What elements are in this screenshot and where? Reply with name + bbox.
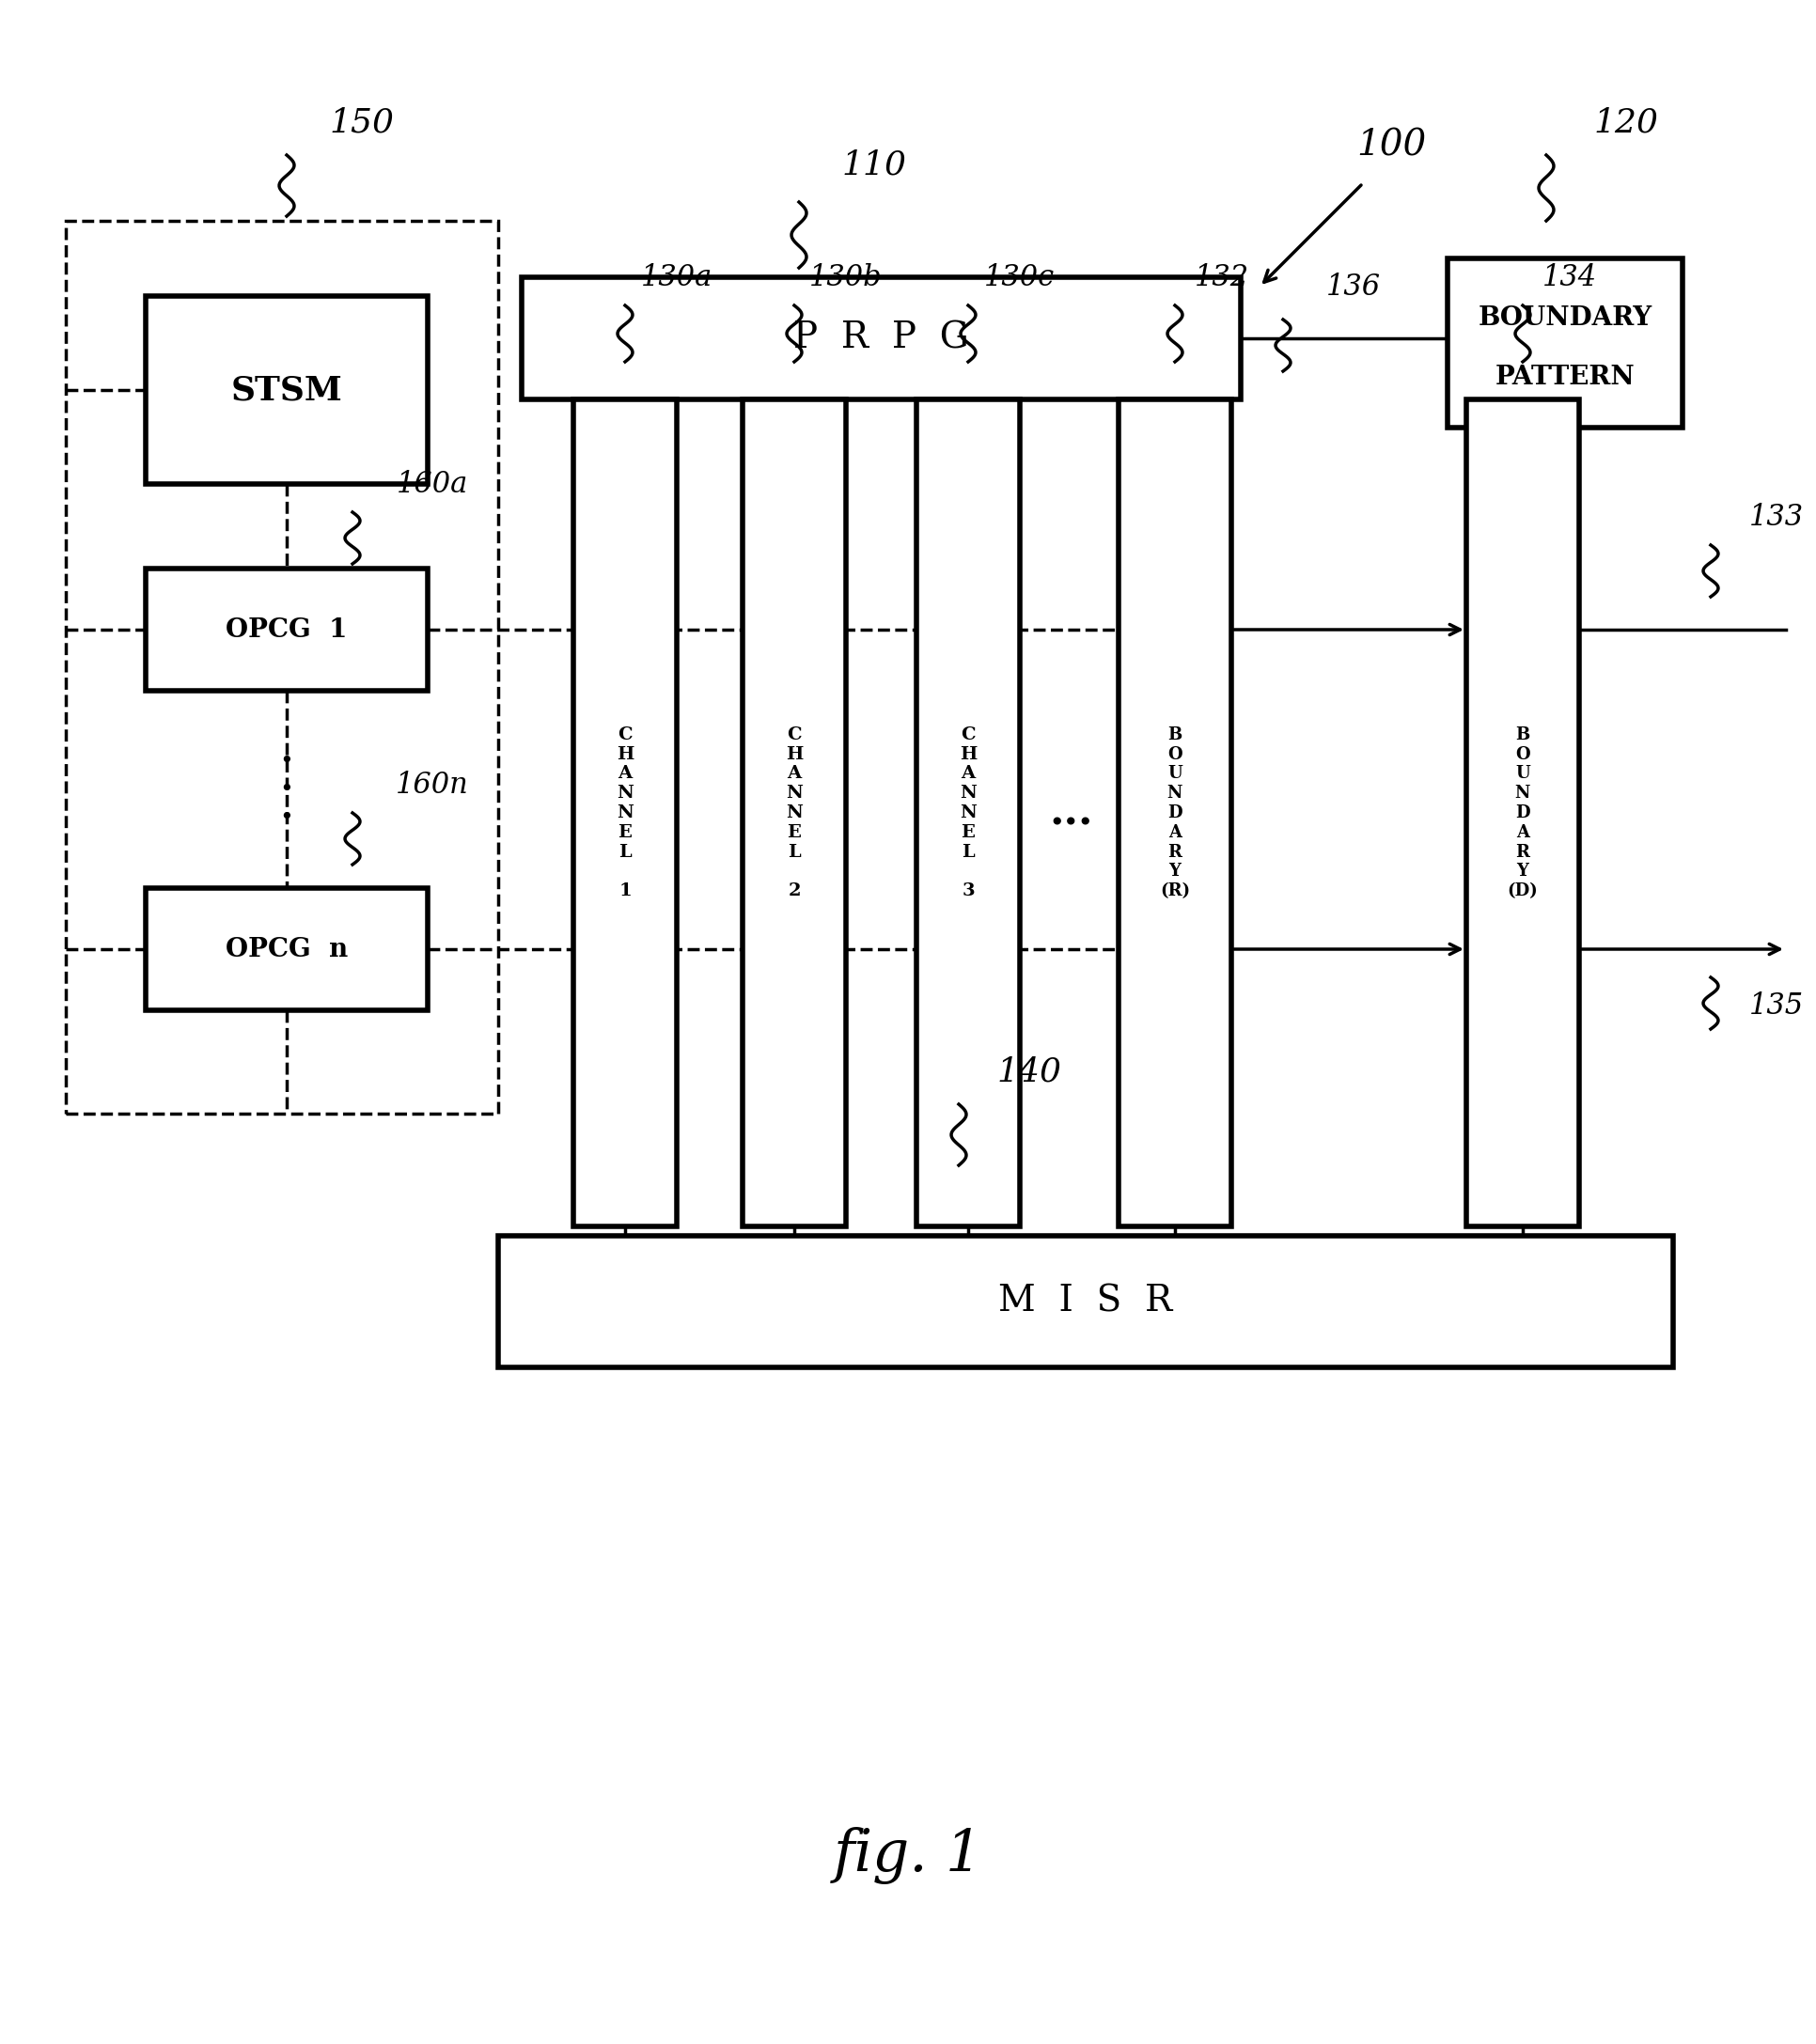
Text: STSM: STSM: [231, 374, 343, 407]
Text: 130b: 130b: [810, 264, 883, 292]
Text: 134: 134: [1542, 264, 1596, 292]
Text: P  R  P  G: P R P G: [794, 321, 968, 356]
Bar: [145, 887, 427, 1010]
Text: 136: 136: [1326, 272, 1380, 300]
Text: BOUNDARY: BOUNDARY: [1476, 305, 1651, 331]
Text: 160n: 160n: [396, 771, 469, 799]
Text: B
O
U
N
D
A
R
Y
(R): B O U N D A R Y (R): [1159, 726, 1189, 899]
Text: B
O
U
N
D
A
R
Y
(D): B O U N D A R Y (D): [1507, 726, 1538, 899]
Text: 160a: 160a: [396, 470, 469, 499]
Text: fig. 1: fig. 1: [834, 1827, 982, 1885]
Bar: [1466, 399, 1578, 1226]
Bar: [498, 1237, 1673, 1367]
Text: •: •: [280, 807, 294, 828]
Text: OPCG  1: OPCG 1: [225, 617, 347, 642]
Bar: [915, 399, 1019, 1226]
Text: 132: 132: [1193, 264, 1249, 292]
Text: •: •: [280, 750, 294, 773]
Text: ...: ...: [1050, 793, 1093, 834]
Text: 130a: 130a: [641, 264, 712, 292]
Text: C
H
A
N
N
E
L
 
1: C H A N N E L 1: [616, 726, 634, 899]
Text: M  I  S  R: M I S R: [999, 1284, 1171, 1318]
Bar: [1119, 399, 1231, 1226]
Bar: [743, 399, 846, 1226]
Bar: [65, 221, 498, 1114]
Text: 130c: 130c: [984, 264, 1055, 292]
Bar: [521, 278, 1240, 399]
Text: 120: 120: [1593, 106, 1658, 139]
Text: C
H
A
N
N
E
L
 
3: C H A N N E L 3: [959, 726, 977, 899]
Bar: [1447, 258, 1682, 427]
Text: 100: 100: [1355, 129, 1426, 164]
Text: 150: 150: [329, 106, 394, 139]
Bar: [145, 568, 427, 691]
Text: PATTERN: PATTERN: [1495, 364, 1634, 390]
Text: C
H
A
N
N
E
L
 
2: C H A N N E L 2: [785, 726, 803, 899]
Text: 133: 133: [1749, 503, 1803, 531]
Text: 110: 110: [841, 149, 906, 180]
Text: 135: 135: [1749, 991, 1803, 1020]
Bar: [145, 296, 427, 484]
Text: •: •: [280, 779, 294, 799]
Text: OPCG  n: OPCG n: [225, 936, 347, 963]
Bar: [574, 399, 676, 1226]
Text: 140: 140: [997, 1055, 1061, 1087]
